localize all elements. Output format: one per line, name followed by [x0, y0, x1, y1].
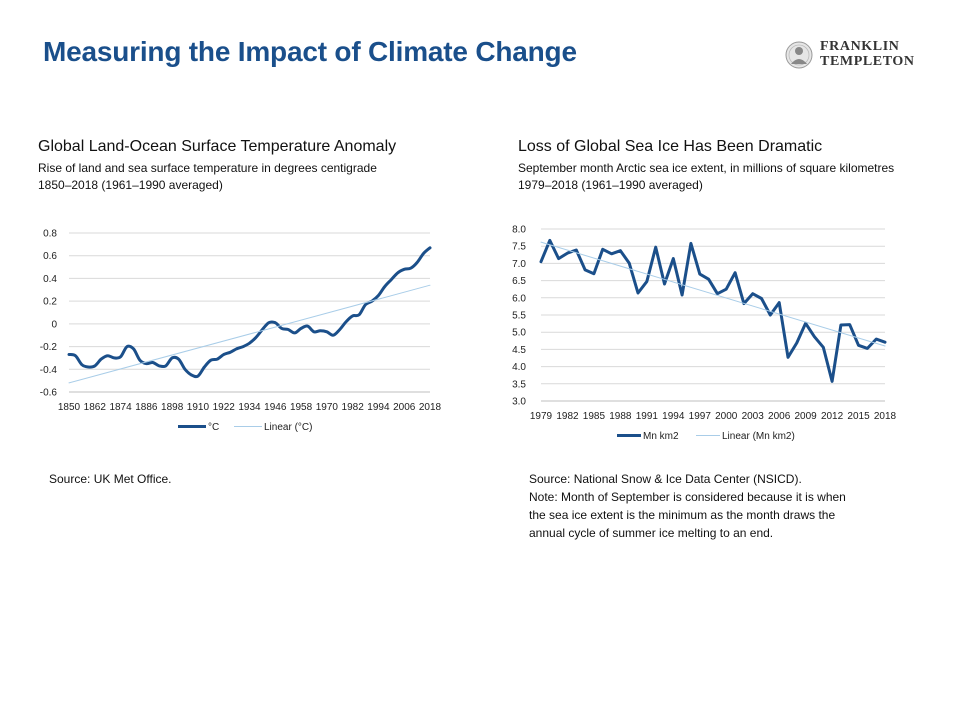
- right-chart-subtitle-2: 1979–2018 (1961–1990 averaged): [518, 178, 703, 192]
- temp-y-tick-label: -0.6: [40, 388, 58, 399]
- temp-x-tick-label: 1886: [135, 402, 158, 413]
- logo-line-templeton: TEMPLETON: [820, 54, 915, 69]
- temp-series-line: [67, 246, 432, 379]
- temp-y-tick-label: -0.4: [40, 365, 58, 376]
- portrait-seal-icon: [785, 41, 813, 69]
- left-chart-title: Global Land-Ocean Surface Temperature An…: [38, 138, 397, 155]
- temp-x-tick-label: 1994: [367, 402, 390, 413]
- temp-y-tick-label: 0.4: [43, 274, 57, 285]
- temp-x-tick-label: 1874: [109, 402, 132, 413]
- franklin-templeton-logo: FRANKLIN TEMPLETON: [784, 38, 934, 74]
- left-source: Source: UK Met Office.: [49, 472, 172, 486]
- right-source: Source: National Snow & Ice Data Center …: [529, 470, 846, 542]
- temp-x-tick-label: 1946: [264, 402, 287, 413]
- ice-x-tick-label: 1985: [583, 411, 606, 422]
- logo-line-franklin: FRANKLIN: [820, 39, 900, 54]
- temp-y-tick-label: -0.2: [40, 342, 58, 353]
- ice-series-line: [539, 238, 887, 383]
- ice-legend-label: Mn km2: [643, 431, 679, 442]
- right-note-line-3: annual cycle of summer ice melting to an…: [529, 526, 774, 540]
- right-chart-subtitle-1: September month Arctic sea ice extent, i…: [518, 161, 895, 175]
- ice-y-tick-label: 3.5: [512, 379, 526, 390]
- ice-x-tick-label: 2018: [874, 411, 897, 422]
- ice-y-tick-label: 6.5: [512, 276, 526, 287]
- left-chart-subtitle-1: Rise of land and sea surface temperature…: [38, 161, 377, 175]
- ice-y-tick-label: 5.5: [512, 311, 526, 322]
- ice-x-tick-label: 2006: [768, 411, 791, 422]
- ice-y-tick-label: 7.5: [512, 242, 526, 253]
- temp-y-tick-label: 0.8: [43, 229, 57, 240]
- ice-trend-line: [540, 241, 886, 347]
- temp-x-tick-label: 2006: [393, 402, 416, 413]
- ice-x-tick-label: 1994: [662, 411, 685, 422]
- temp-x-tick-label: 1850: [58, 402, 81, 413]
- ice-x-tick-label: 1997: [689, 411, 712, 422]
- right-source-line: Source: National Snow & Ice Data Center …: [529, 472, 802, 486]
- right-note-line-2: the sea ice extent is the minimum as the…: [529, 508, 836, 522]
- ice-y-tick-label: 7.0: [512, 259, 526, 270]
- ice-x-tick-label: 2009: [794, 411, 817, 422]
- temp-y-tick-label: 0.2: [43, 297, 57, 308]
- temp-x-tick-label: 1910: [187, 402, 210, 413]
- ice-y-tick-label: 5.0: [512, 328, 526, 339]
- temp-y-tick-label: 0: [51, 319, 57, 330]
- temp-y-tick-label: 0.6: [43, 251, 57, 262]
- temp-x-tick-label: 1862: [84, 402, 107, 413]
- temp-legend-label: °C: [208, 422, 219, 433]
- temp-x-tick-label: 1922: [213, 402, 236, 413]
- ice-y-tick-label: 8.0: [512, 225, 526, 236]
- temp-x-tick-label: 1958: [290, 402, 313, 413]
- temp-trend-line: [68, 284, 431, 384]
- left-chart-subtitle-2: 1850–2018 (1961–1990 averaged): [38, 178, 223, 192]
- temp-x-tick-label: 1970: [316, 402, 339, 413]
- temp-x-tick-label: 2018: [419, 402, 442, 413]
- ice-x-tick-label: 1982: [556, 411, 579, 422]
- ice-y-tick-label: 6.0: [512, 293, 526, 304]
- ice-y-tick-label: 3.0: [512, 397, 526, 408]
- ice-x-tick-label: 2000: [715, 411, 738, 422]
- ice-x-tick-label: 2003: [742, 411, 765, 422]
- ice-legend-label: Linear (Mn km2): [722, 431, 795, 442]
- temp-x-tick-label: 1934: [238, 402, 261, 413]
- ice-x-tick-label: 1979: [530, 411, 553, 422]
- ice-y-tick-label: 4.5: [512, 345, 526, 356]
- ice-y-tick-label: 4.0: [512, 362, 526, 373]
- temp-x-tick-label: 1982: [342, 402, 365, 413]
- right-note-line-1: Note: Month of September is considered b…: [529, 490, 846, 504]
- temp-x-tick-label: 1898: [161, 402, 184, 413]
- ice-x-tick-label: 1988: [609, 411, 632, 422]
- ice-x-tick-label: 2015: [847, 411, 870, 422]
- ice-x-tick-label: 1991: [636, 411, 659, 422]
- right-chart-title: Loss of Global Sea Ice Has Been Dramatic: [518, 138, 823, 155]
- page-title: Measuring the Impact of Climate Change: [43, 36, 577, 67]
- temp-legend-label: Linear (°C): [264, 422, 312, 433]
- ice-x-tick-label: 2012: [821, 411, 844, 422]
